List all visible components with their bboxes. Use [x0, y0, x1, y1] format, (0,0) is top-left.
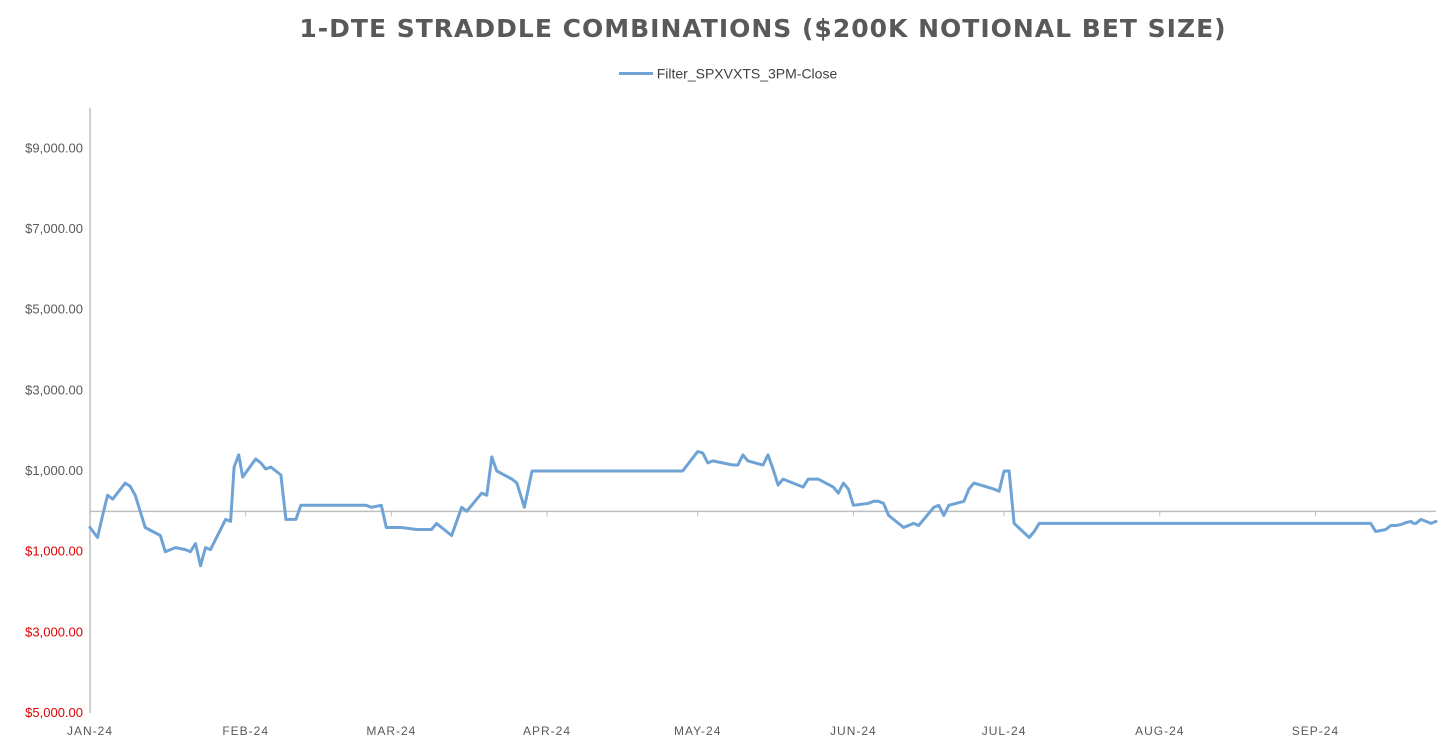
x-tick-label: MAY-24: [674, 724, 721, 738]
y-tick-label: $9,000.00: [25, 140, 83, 155]
y-tick-label: $1,000.00: [25, 544, 83, 559]
legend-label: Filter_SPXVXTS_3PM-Close: [656, 65, 838, 82]
x-tick-label: JUL-24: [982, 724, 1027, 738]
chart-title: 1-DTE STRADDLE COMBINATIONS ($200K NOTIO…: [299, 14, 1227, 43]
x-tick-label: FEB-24: [222, 724, 269, 738]
x-tick-label: AUG-24: [1135, 724, 1184, 738]
y-tick-label: $1,000.00: [25, 463, 83, 478]
legend-swatch: [618, 71, 653, 75]
y-tick-label: $3,000.00: [25, 382, 83, 397]
y-tick-label: $5,000.00: [25, 302, 83, 317]
x-tick-label: JUN-24: [830, 724, 877, 738]
y-tick-label: $3,000.00: [25, 624, 83, 639]
y-tick-label: $7,000.00: [25, 221, 83, 236]
y-tick-label: $5,000.00: [25, 705, 83, 720]
x-tick-label: JAN-24: [67, 724, 113, 738]
x-tick-label: APR-24: [523, 724, 571, 738]
x-tick-label: SEP-24: [1292, 724, 1339, 738]
x-tick-label: MAR-24: [366, 724, 416, 738]
series-line: [88, 450, 1438, 568]
legend: Filter_SPXVXTS_3PM-Close: [0, 64, 1456, 81]
